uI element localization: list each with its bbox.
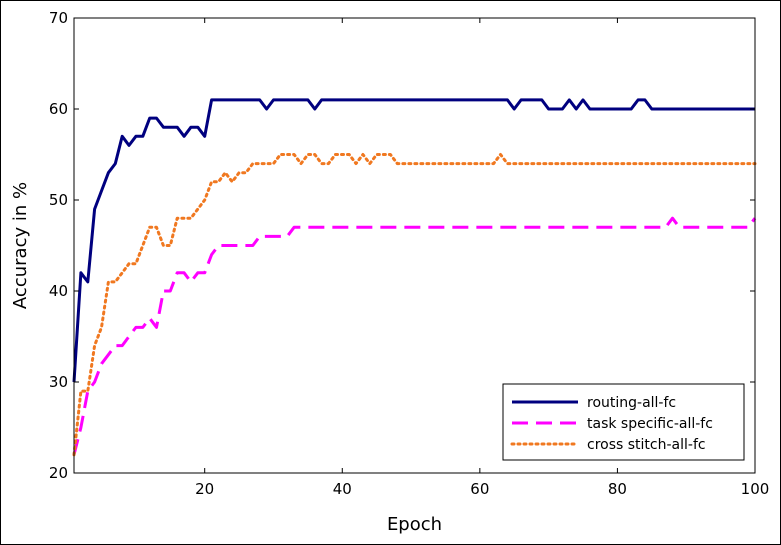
legend-label: cross stitch-all-fc (587, 437, 706, 453)
x-axis-title: Epoch (387, 514, 442, 535)
x-tick-label: 40 (333, 480, 352, 498)
y-tick-label: 20 (49, 464, 68, 482)
legend-label: routing-all-fc (587, 395, 676, 411)
y-tick-label: 30 (49, 373, 68, 391)
y-tick-label: 70 (49, 9, 68, 27)
y-axis-title: Accuracy in % (10, 182, 31, 309)
series-line-task-specific-all-fc (72, 216, 757, 456)
series-layer (72, 98, 757, 457)
y-tick-label: 60 (49, 100, 68, 118)
y-tick-label: 50 (49, 191, 68, 209)
x-tick-label: 60 (470, 480, 489, 498)
legend: routing-all-fc task specific-all-fc cross … (502, 383, 745, 461)
x-tick-label: 80 (608, 480, 627, 498)
plot-area-frame (73, 17, 756, 474)
legend-label: task specific-all-fc (587, 416, 713, 432)
series-line-cross-stitch-all-fc (72, 153, 757, 457)
y-tick-label: 40 (49, 282, 68, 300)
x-tick-label: 20 (195, 480, 214, 498)
x-tick-label: 100 (741, 480, 770, 498)
series-line-routing-all-fc (72, 98, 755, 383)
ticks-layer: 20 40 60 80 100 20 30 40 50 60 70 (49, 9, 769, 498)
